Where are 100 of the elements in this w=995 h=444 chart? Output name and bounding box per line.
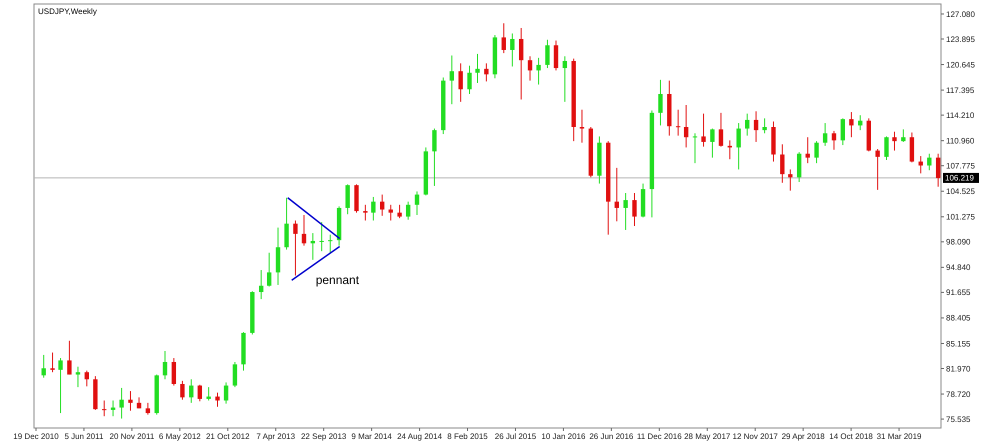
candlestick	[858, 114, 862, 131]
x-tick-label: 12 Nov 2017	[732, 432, 778, 441]
candlestick	[189, 378, 194, 404]
x-tick-label: 14 Oct 2018	[829, 432, 874, 441]
candlestick	[614, 167, 619, 222]
candlestick	[736, 122, 741, 170]
y-tick-label: 127.080	[946, 10, 976, 19]
candlestick	[710, 128, 715, 158]
candlestick	[284, 197, 289, 250]
candlestick	[345, 184, 350, 215]
x-tick-label: 6 May 2012	[158, 432, 202, 441]
candlestick	[718, 112, 724, 148]
candlestick	[432, 128, 437, 186]
candlestick	[162, 350, 168, 380]
x-tick-label: 28 May 2017	[684, 432, 731, 441]
candlestick	[901, 128, 906, 142]
candlestick	[310, 232, 316, 260]
candlestick	[475, 53, 480, 84]
candlestick	[728, 140, 732, 160]
candlestick	[502, 22, 506, 54]
candlestick	[780, 144, 785, 184]
candlestick	[658, 79, 663, 126]
candlestick	[450, 54, 454, 105]
candlestick	[849, 112, 854, 138]
y-tick-label: 107.775	[946, 162, 976, 170]
candlestick	[536, 57, 541, 86]
x-tick-label: 5 Jun 2011	[64, 432, 104, 441]
candlestick	[102, 400, 106, 417]
y-tick-label: 101.275	[946, 212, 976, 222]
y-tick-label: 88.405	[946, 314, 972, 323]
x-tick-label: 21 Oct 2012	[206, 432, 250, 441]
candlestick	[875, 148, 880, 190]
candlestick	[388, 204, 393, 222]
x-tick-label: 24 Aug 2014	[397, 432, 443, 441]
candlestick	[788, 168, 793, 192]
candlestick	[84, 370, 89, 387]
y-tick-label: 123.895	[946, 34, 976, 44]
candlestick	[762, 118, 767, 134]
candlestick	[832, 130, 836, 150]
x-tick-label: 10 Jan 2016	[541, 432, 586, 441]
candlestick	[632, 192, 637, 227]
candlestick	[266, 252, 272, 288]
candlestick	[562, 56, 568, 102]
x-tick-label: 19 Dec 2010	[13, 432, 60, 441]
candlestick	[302, 214, 306, 246]
candlestick	[136, 396, 142, 409]
candlestick	[58, 358, 63, 414]
candlestick	[371, 196, 376, 222]
candlestick	[510, 32, 515, 67]
candlestick	[42, 354, 46, 378]
candlestick	[180, 380, 185, 400]
candlestick	[927, 153, 932, 171]
candlestick	[224, 382, 228, 404]
candlestick	[406, 201, 410, 220]
y-tick-label: 75.535	[946, 414, 972, 424]
candlestick	[518, 27, 524, 100]
candlestick	[545, 39, 550, 69]
candlestick	[918, 156, 923, 174]
candlestick	[198, 384, 202, 402]
y-tick-label: 91.655	[946, 288, 972, 298]
candlestick	[328, 234, 332, 254]
candlestick	[458, 62, 463, 102]
candlestick	[623, 192, 628, 230]
candlestick	[172, 358, 176, 386]
candlestick	[414, 190, 420, 216]
candlestick	[215, 392, 220, 408]
candlestick	[397, 204, 402, 219]
candlestick	[119, 387, 124, 420]
candlestick	[363, 204, 368, 222]
ref-line-label: 106.219	[945, 174, 974, 183]
candlestick	[814, 140, 819, 164]
candlestick	[146, 402, 150, 416]
candlestick	[840, 118, 846, 146]
candlestick	[484, 62, 489, 82]
candlestick	[293, 220, 298, 276]
y-tick-label: 85.155	[946, 339, 972, 348]
x-tick-label: 20 Nov 2011	[110, 432, 155, 441]
candlestick	[67, 340, 72, 376]
x-tick-label: 8 Feb 2015	[447, 432, 488, 441]
x-tick-label: 9 Mar 2014	[351, 432, 392, 441]
annotation: pennant	[316, 273, 360, 288]
candlestick	[796, 152, 802, 183]
candlestick	[76, 366, 80, 388]
y-tick-label: 81.970	[946, 364, 972, 374]
y-tick-label: 117.395	[946, 86, 975, 95]
candlestick	[467, 65, 472, 94]
candlestick	[745, 113, 750, 136]
y-tick-label: 78.720	[946, 390, 972, 399]
candlestick	[319, 222, 324, 252]
x-tick-label: 26 Jun 2016	[589, 432, 634, 441]
y-tick-label: 94.840	[946, 263, 972, 272]
candlestick	[554, 40, 558, 71]
candlestick	[701, 113, 706, 148]
candlestick	[380, 194, 384, 216]
candlestick	[528, 56, 532, 82]
candlestick	[806, 136, 810, 164]
x-tick-label: 22 Sep 2013	[300, 432, 347, 441]
y-tick-label: 110.960	[946, 136, 975, 146]
candlestick	[128, 390, 133, 412]
y-tick-label: 98.090	[946, 238, 972, 247]
